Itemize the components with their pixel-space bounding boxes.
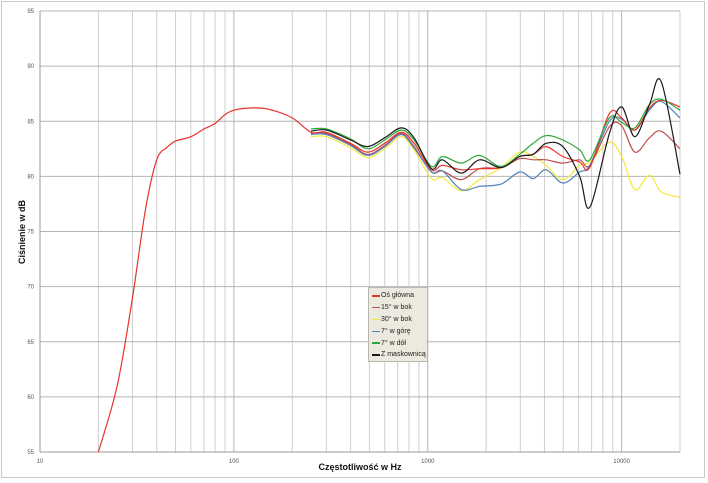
y-tick-label: 70 xyxy=(27,285,34,291)
legend-label: Oś główna xyxy=(381,292,415,300)
legend-item: 7° w dół xyxy=(369,337,427,349)
y-tick-label: 80 xyxy=(27,174,34,180)
x-tick-label: 10000 xyxy=(613,459,630,465)
x-tick-label: 1000 xyxy=(421,459,435,465)
legend-item: Z maskownicą xyxy=(369,349,427,361)
series-line-0 xyxy=(97,99,681,453)
series-line-4 xyxy=(310,98,681,168)
series-line-3 xyxy=(310,100,681,191)
legend-label: 30° w bok xyxy=(381,315,412,323)
y-tick-label: 55 xyxy=(27,450,34,456)
y-tick-label: 60 xyxy=(27,395,34,401)
series-line-2 xyxy=(310,135,681,198)
legend-item: 7° w górę xyxy=(369,325,427,337)
y-tick-label: 85 xyxy=(27,119,34,125)
legend-swatch xyxy=(372,318,380,321)
legend-item: 15° w bok xyxy=(369,302,427,314)
legend-swatch xyxy=(372,330,380,333)
legend-label: 7° w górę xyxy=(381,327,411,335)
y-tick-label: 95 xyxy=(27,9,34,15)
legend-swatch xyxy=(372,295,380,297)
legend-label: 15° w bok xyxy=(381,304,412,312)
legend-swatch xyxy=(372,342,380,344)
x-tick-label: 100 xyxy=(229,459,240,465)
y-axis-label: Ciśnienie w dB xyxy=(17,199,27,264)
y-tick-label: 75 xyxy=(27,230,34,236)
y-tick-label: 90 xyxy=(27,64,34,70)
legend-item: Oś główna xyxy=(369,290,427,302)
legend-label: Z maskownicą xyxy=(381,351,426,359)
legend-swatch xyxy=(372,306,380,309)
x-tick-label: 10 xyxy=(37,459,44,465)
legend: Oś główna 15° w bok 30° w bok 7° w górę 7° w… xyxy=(368,287,428,362)
series-line-5 xyxy=(310,78,681,209)
legend-label: 7° w dół xyxy=(381,339,406,347)
y-tick-label: 65 xyxy=(27,340,34,346)
legend-swatch xyxy=(372,354,380,356)
x-axis-label: Częstotliwość w Hz xyxy=(318,462,402,472)
legend-item: 30° w bok xyxy=(369,314,427,326)
